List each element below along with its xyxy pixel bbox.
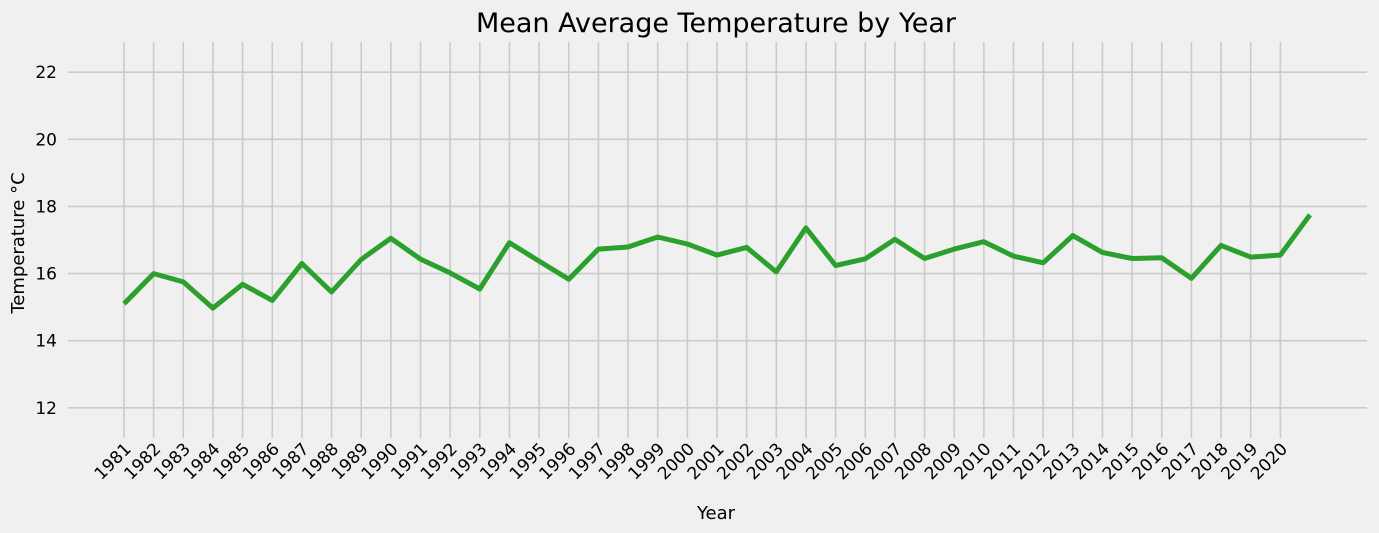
y-tick-labels: 12 14 16 18 20 22 bbox=[35, 63, 57, 419]
x-axis-label: Year bbox=[696, 503, 736, 524]
chart-title: Mean Average Temperature by Year bbox=[476, 8, 957, 39]
grid-layer bbox=[68, 42, 1367, 438]
y-tick-label: 18 bbox=[35, 197, 57, 217]
x-tick-labels: 1981198219831984198519861987198819891990… bbox=[91, 439, 1292, 484]
y-tick-label: 20 bbox=[35, 130, 57, 150]
y-tick-label: 14 bbox=[35, 332, 57, 352]
y-tick-label: 22 bbox=[35, 63, 57, 83]
series-line bbox=[122, 213, 1313, 311]
series-layer bbox=[122, 213, 1313, 311]
y-axis-label: Temperature °C bbox=[8, 172, 29, 314]
y-tick-label: 12 bbox=[35, 399, 57, 419]
y-tick-label: 16 bbox=[35, 265, 57, 285]
